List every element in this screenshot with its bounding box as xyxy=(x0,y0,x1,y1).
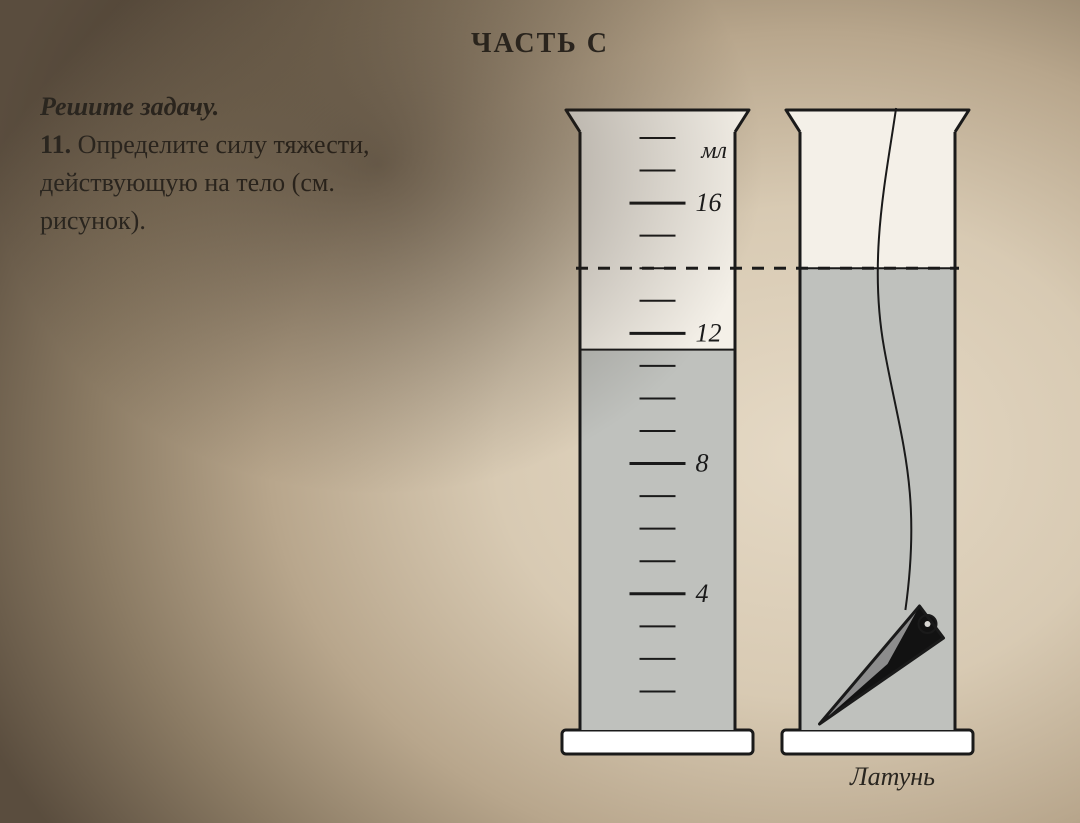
material-label: Латунь xyxy=(850,762,935,792)
prompt-line-2: действующую на тело (см. xyxy=(40,168,335,198)
prompt-line-3: рисунок). xyxy=(40,206,146,236)
prompt-heading: Решите задачу. xyxy=(40,92,219,122)
prompt-line-1: 11. Определите силу тяжести, xyxy=(40,130,370,160)
prompt-line-1-text: Определите силу тяжести, xyxy=(71,130,369,159)
question-number: 11. xyxy=(40,130,71,159)
svg-text:16: 16 xyxy=(696,188,722,217)
svg-text:12: 12 xyxy=(696,318,722,347)
cylinders-svg: мл 4 8 12 16 xyxy=(550,90,1030,790)
svg-text:4: 4 xyxy=(696,579,709,608)
section-title: ЧАСТЬ С xyxy=(471,28,609,60)
figure: мл 4 8 12 16 Латунь xyxy=(550,90,1030,790)
svg-text:мл: мл xyxy=(700,138,727,164)
svg-text:8: 8 xyxy=(696,449,709,478)
